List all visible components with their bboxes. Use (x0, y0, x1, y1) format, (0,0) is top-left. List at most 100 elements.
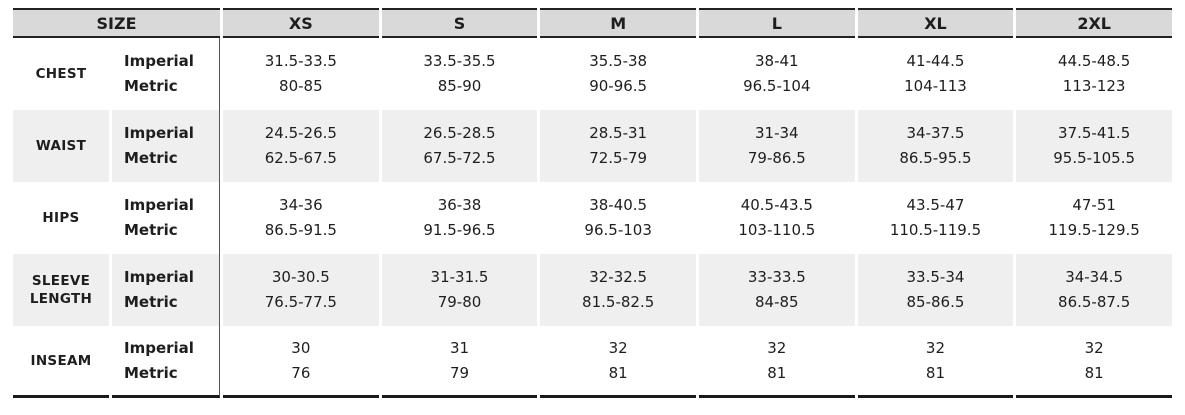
cell-sleeve-2xl: 34-34.5 86.5-87.5 (1016, 254, 1172, 326)
metric-label: Metric (124, 221, 178, 239)
cell-sleeve-m: 32-32.5 81.5-82.5 (540, 254, 696, 326)
cell-chest-2xl: 44.5-48.5 113-123 (1016, 38, 1172, 110)
header-2xl: 2XL (1016, 8, 1172, 38)
table-body: CHEST Imperial Metric 31.5-33.5 80-85 33… (13, 38, 1172, 398)
metric-value: 76 (291, 363, 311, 382)
metric-label: Metric (124, 293, 178, 311)
imperial-value: 34-37.5 (906, 124, 965, 142)
size-chart-table: SIZE XS S M L XL 2XL CHEST Imperial Metr… (10, 8, 1175, 398)
header-row: SIZE XS S M L XL 2XL (13, 8, 1172, 38)
cell-waist-xs: 24.5-26.5 62.5-67.5 (223, 110, 379, 182)
cell-hips-xs: 34-36 86.5-91.5 (223, 182, 379, 254)
cell-sleeve-s: 31-31.5 79-80 (381, 254, 538, 326)
metric-value: 79-86.5 (747, 149, 806, 167)
imperial-value: 26.5-28.5 (423, 124, 496, 142)
table-row-waist: WAIST Imperial Metric 24.5-26.5 62.5-67.… (13, 110, 1172, 182)
imperial-value: 33.5-34 (906, 268, 965, 286)
row-label-chest: CHEST (13, 38, 109, 110)
row-label-waist: WAIST (13, 110, 109, 182)
unit-labels-cell: Imperial Metric (112, 182, 221, 254)
table-row-inseam: INSEAM Imperial Metric 30 76 31 79 32 81 (13, 326, 1172, 398)
imperial-value: 32 (1084, 338, 1104, 357)
metric-value: 90-96.5 (589, 77, 648, 95)
cell-inseam-m: 32 81 (540, 326, 696, 398)
imperial-value: 31.5-33.5 (264, 52, 337, 70)
header-xl: XL (857, 8, 1014, 38)
imperial-value: 44.5-48.5 (1058, 52, 1131, 70)
imperial-value: 32-32.5 (589, 268, 648, 286)
row-label-sleeve-length: SLEEVE LENGTH (13, 254, 109, 326)
metric-value: 76.5-77.5 (264, 293, 337, 311)
table-row-hips: HIPS Imperial Metric 34-36 86.5-91.5 36-… (13, 182, 1172, 254)
imperial-value: 36-38 (437, 196, 482, 214)
metric-value: 96.5-103 (584, 221, 652, 239)
metric-label: Metric (124, 363, 178, 382)
unit-labels-cell: Imperial Metric (112, 110, 221, 182)
imperial-label: Imperial (124, 52, 194, 70)
imperial-value: 31 (449, 338, 470, 357)
cell-chest-l: 38-41 96.5-104 (698, 38, 855, 110)
imperial-value: 33.5-35.5 (423, 52, 496, 70)
header-xs: XS (223, 8, 379, 38)
imperial-value: 28.5-31 (589, 124, 648, 142)
unit-labels-cell: Imperial Metric (112, 326, 221, 398)
metric-value: 79 (449, 363, 470, 382)
row-label-inseam: INSEAM (13, 326, 109, 398)
imperial-value: 32 (608, 338, 628, 357)
imperial-value: 34-36 (279, 196, 323, 214)
metric-value: 81 (925, 363, 946, 382)
header-l: L (698, 8, 855, 38)
metric-value: 80-85 (279, 77, 323, 95)
cell-hips-m: 38-40.5 96.5-103 (540, 182, 696, 254)
imperial-label: Imperial (124, 124, 194, 142)
imperial-value: 34-34.5 (1065, 268, 1124, 286)
metric-value: 110.5-119.5 (889, 221, 982, 239)
cell-hips-2xl: 47-51 119.5-129.5 (1016, 182, 1172, 254)
table-row-sleeve-length: SLEEVE LENGTH Imperial Metric 30-30.5 76… (13, 254, 1172, 326)
cell-inseam-s: 31 79 (381, 326, 538, 398)
cell-hips-xl: 43.5-47 110.5-119.5 (857, 182, 1014, 254)
header-s: S (381, 8, 538, 38)
cell-chest-xs: 31.5-33.5 80-85 (223, 38, 379, 110)
imperial-value: 32 (925, 338, 946, 357)
row-label-hips: HIPS (13, 182, 109, 254)
unit-labels-cell: Imperial Metric (112, 254, 221, 326)
imperial-value: 40.5-43.5 (740, 196, 813, 214)
imperial-value: 43.5-47 (906, 196, 965, 214)
imperial-label: Imperial (124, 196, 194, 214)
imperial-value: 35.5-38 (589, 52, 648, 70)
metric-value: 86.5-95.5 (899, 149, 972, 167)
imperial-label: Imperial (124, 338, 194, 357)
metric-value: 86.5-87.5 (1058, 293, 1131, 311)
metric-value: 103-110.5 (738, 221, 816, 239)
metric-label: Metric (124, 77, 178, 95)
table-row-chest: CHEST Imperial Metric 31.5-33.5 80-85 33… (13, 38, 1172, 110)
cell-chest-m: 35.5-38 90-96.5 (540, 38, 696, 110)
cell-waist-xl: 34-37.5 86.5-95.5 (857, 110, 1014, 182)
imperial-value: 24.5-26.5 (264, 124, 337, 142)
imperial-value: 32 (767, 338, 787, 357)
header-m: M (540, 8, 696, 38)
metric-label: Metric (124, 149, 178, 167)
metric-value: 81 (608, 363, 628, 382)
cell-inseam-xs: 30 76 (223, 326, 379, 398)
metric-value: 85-90 (437, 77, 482, 95)
metric-value: 67.5-72.5 (423, 149, 496, 167)
cell-sleeve-xl: 33.5-34 85-86.5 (857, 254, 1014, 326)
cell-waist-m: 28.5-31 72.5-79 (540, 110, 696, 182)
cell-inseam-l: 32 81 (698, 326, 855, 398)
imperial-value: 30 (291, 338, 311, 357)
metric-value: 91.5-96.5 (423, 221, 496, 239)
cell-inseam-xl: 32 81 (857, 326, 1014, 398)
metric-value: 72.5-79 (589, 149, 648, 167)
cell-sleeve-l: 33-33.5 84-85 (698, 254, 855, 326)
imperial-value: 31-34 (755, 124, 799, 142)
cell-hips-s: 36-38 91.5-96.5 (381, 182, 538, 254)
metric-value: 81 (767, 363, 787, 382)
cell-chest-xl: 41-44.5 104-113 (857, 38, 1014, 110)
cell-hips-l: 40.5-43.5 103-110.5 (698, 182, 855, 254)
metric-value: 95.5-105.5 (1053, 149, 1136, 167)
imperial-label: Imperial (124, 268, 194, 286)
size-chart: SIZE XS S M L XL 2XL CHEST Imperial Metr… (10, 8, 1175, 398)
metric-value: 96.5-104 (743, 77, 811, 95)
